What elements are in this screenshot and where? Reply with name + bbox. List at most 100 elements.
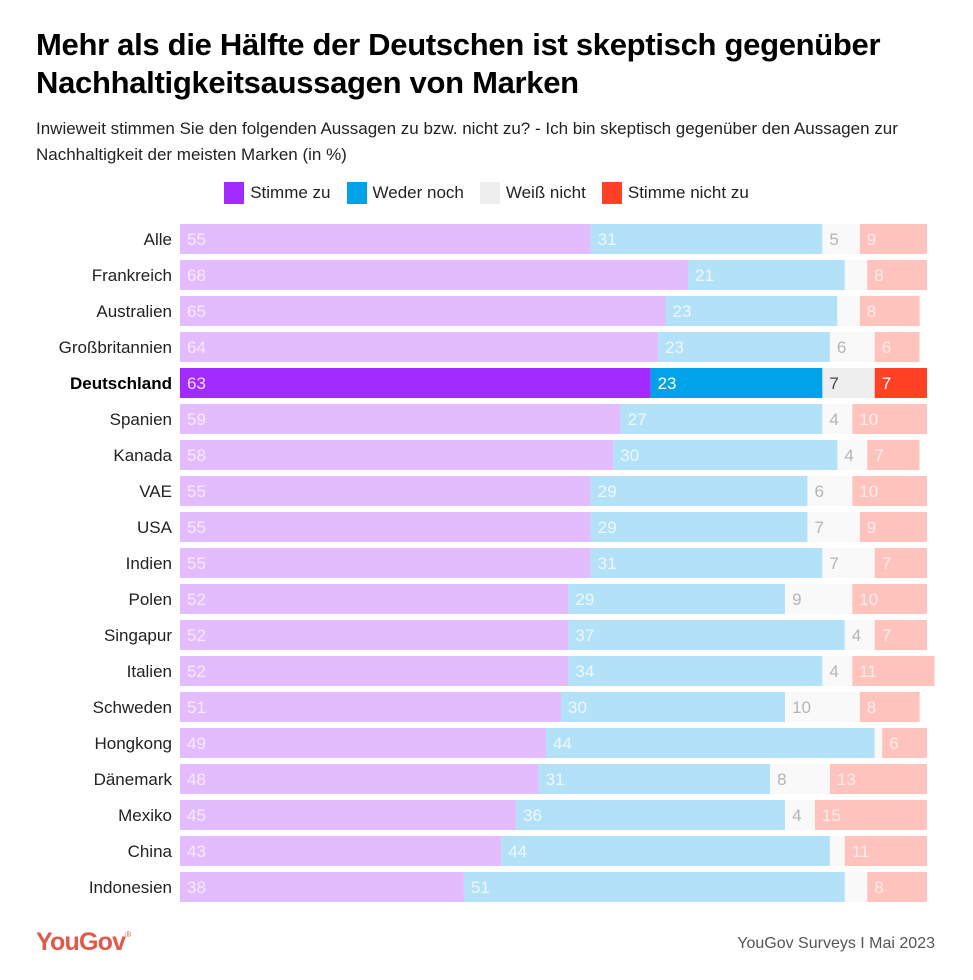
bar-segment-stimme-zu [180,368,651,398]
category-label: Indonesien [89,878,172,897]
bar-segment-stimme-nicht-zu [859,512,927,542]
data-label: 31 [598,554,617,573]
data-label: 30 [568,698,587,717]
bar-segment-weder-noch [501,836,830,866]
data-label: 7 [815,518,824,537]
category-label: Australien [96,302,172,321]
category-label: Deutschland [70,374,172,393]
data-label: 58 [187,446,206,465]
bar-segment-stimme-nicht-zu [852,656,935,686]
data-label: 31 [598,230,617,249]
bar-segment-weder-noch [516,800,785,830]
bar-segment-weiss-nicht [807,512,860,542]
category-label: Frankreich [92,266,172,285]
bar-segment-stimme-nicht-zu [874,368,927,398]
bar-segment-weder-noch [590,476,808,506]
data-label: 7 [874,446,883,465]
data-label: 15 [822,806,841,825]
bar-segment-stimme-nicht-zu [867,260,927,290]
bar-segment-stimme-nicht-zu [874,620,927,650]
category-label: USA [137,518,173,537]
bar-segment-weiss-nicht [837,440,868,470]
data-label: 55 [187,518,206,537]
bar-segment-stimme-zu [180,224,591,254]
data-label: 5 [829,230,838,249]
data-label: 55 [187,482,206,501]
data-label: 6 [882,338,891,357]
bar-segment-stimme-zu [180,800,517,830]
data-label: 29 [598,482,617,501]
bar-segment-stimme-zu [180,512,591,542]
data-label: 6 [815,482,824,501]
bar-segment-stimme-nicht-zu [874,332,920,362]
category-label: Alle [144,230,172,249]
data-label: 55 [187,554,206,573]
yougov-logo: YouGov® [36,928,131,956]
data-label: 36 [523,806,542,825]
category-label: Dänemark [94,770,173,789]
data-label: 43 [187,842,206,861]
bar-segment-weder-noch [590,512,808,542]
bar-row-frankreich: Frankreich 68 21 8 [92,260,927,290]
legend-label: Stimme zu [250,183,331,202]
bar-segment-weiss-nicht [785,692,860,722]
category-label: China [128,842,173,861]
bar-segment-weiss-nicht [822,404,853,434]
data-label: 64 [187,338,206,357]
data-label: 55 [187,230,206,249]
data-label: 8 [874,266,883,285]
data-label: 4 [792,806,801,825]
bar-segment-weder-noch [546,728,875,758]
bar-row-spanien: Spanien 59 27 4 10 [110,404,927,434]
bar-segment-weder-noch [665,296,838,326]
bar-row-deutschland: Deutschland 63 23 7 7 [70,368,927,398]
category-label: Italien [127,662,172,681]
data-label: 65 [187,302,206,321]
data-label: 52 [187,662,206,681]
data-label: 7 [882,374,891,393]
bar-segment-stimme-nicht-zu [852,584,927,614]
bar-row-vae: VAE 55 29 6 10 [139,476,927,506]
data-label: 11 [852,842,870,861]
legend-swatch-weder-noch [346,182,367,204]
bar-segment-stimme-zu [180,260,688,290]
data-label: 10 [859,482,878,501]
data-label: 6 [837,338,846,357]
data-label: 51 [187,698,206,717]
bar-segment-stimme-zu [180,836,502,866]
bar-segment-weder-noch [613,440,838,470]
bar-segment-stimme-nicht-zu [852,476,927,506]
legend-swatch-weiss-nicht [479,182,500,204]
bar-segment-weiss-nicht [837,296,860,326]
category-label: Hongkong [94,734,172,753]
data-label: 31 [546,770,565,789]
bar-segment-stimme-nicht-zu [867,872,927,902]
category-label: Singapur [104,626,172,645]
data-label: 68 [187,266,206,285]
bar-segment-weiss-nicht [785,584,853,614]
data-label: 23 [673,302,692,321]
bar-row-hongkong: Hongkong 49 44 6 [94,728,927,758]
bar-row-mexiko: Mexiko 45 36 4 15 [118,800,927,830]
category-label: VAE [139,482,172,501]
data-label: 7 [882,554,891,573]
bar-segment-weiss-nicht [829,332,875,362]
chart-subtitle: Inwieweit stimmen Sie den folgenden Auss… [36,119,898,164]
data-label: 52 [187,626,206,645]
data-label: 10 [859,410,878,429]
legend-label: Stimme nicht zu [627,183,749,202]
bar-segment-stimme-zu [180,332,659,362]
bar-segment-weiss-nicht [807,476,853,506]
bar-segment-stimme-zu [180,584,569,614]
bar-segment-weiss-nicht [822,224,860,254]
data-label: 29 [598,518,617,537]
data-label: 6 [889,734,898,753]
bar-segment-weiss-nicht [874,728,883,758]
bar-segment-weiss-nicht [829,836,845,866]
bar-segment-weiss-nicht [822,368,875,398]
bar-segment-stimme-zu [180,404,621,434]
data-label: 52 [187,590,206,609]
bar-segment-weder-noch [561,692,786,722]
data-label: 4 [844,446,853,465]
